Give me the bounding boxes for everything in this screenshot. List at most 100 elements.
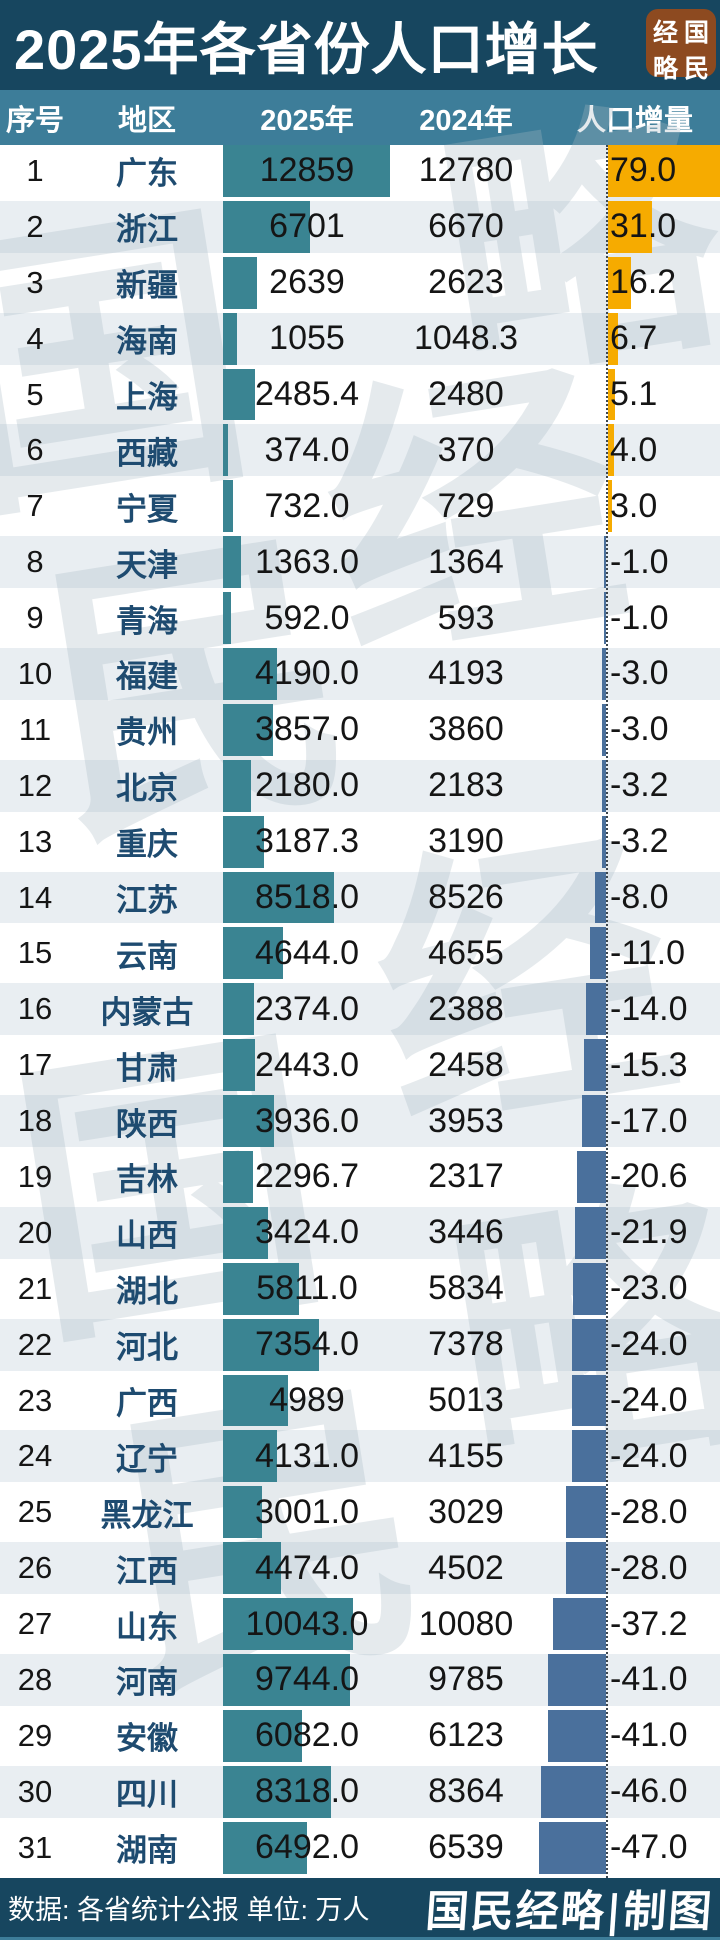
increment-negative-bar (601, 648, 606, 700)
province-name: 湖北 (116, 1274, 178, 1310)
increment-positive-bar (608, 200, 652, 253)
population-2025-bar (223, 424, 228, 477)
row-index: 11 (18, 711, 52, 747)
row-index: 15 (17, 935, 53, 971)
increment-value: -21.9 (610, 1213, 688, 1252)
table-row: 16 内蒙古 2374.0 2388 -14.0 (0, 983, 720, 1036)
increment-value: 79.0 (610, 151, 677, 190)
row-index: 7 (26, 488, 44, 524)
value-2025: 4474.0 (255, 1548, 359, 1587)
province-name: 海南 (116, 324, 178, 360)
table-row: 23 广西 4989 5013 -24.0 (0, 1374, 720, 1427)
row-index: 19 (17, 1158, 53, 1194)
value-2024: 9785 (428, 1660, 504, 1699)
row-index: 31 (17, 1829, 53, 1865)
table-row: 15 云南 4644.0 4655 -11.0 (0, 927, 720, 980)
province-name: 黑龙江 (100, 1497, 194, 1533)
row-index: 26 (17, 1550, 53, 1586)
increment-negative-bar (576, 1151, 606, 1203)
increment-value: 5.1 (610, 375, 658, 413)
credit-text: 国民经略|制图 (424, 1886, 716, 1937)
value-2024: 3953 (428, 1101, 504, 1140)
logo-char: 民 (683, 54, 709, 83)
value-2024: 6123 (428, 1716, 504, 1755)
increment-value: -46.0 (610, 1772, 688, 1811)
value-2024: 370 (437, 430, 495, 469)
province-name: 江苏 (116, 883, 178, 919)
value-2025: 4131.0 (255, 1436, 359, 1475)
column-header-no: 序号 (5, 104, 64, 137)
increment-negative-bar (547, 1654, 606, 1706)
province-name: 云南 (116, 938, 178, 974)
population-2025-bar (223, 536, 241, 589)
population-2025-bar (223, 1821, 308, 1874)
increment-value: -24.0 (610, 1436, 688, 1475)
title-bar: 2025年各省份人口增长 经 国 略 民 (0, 0, 720, 90)
increment-value: -3.0 (610, 654, 669, 693)
increment-positive-bar (608, 480, 613, 533)
population-2025-bar (223, 1206, 268, 1259)
increment-positive-bar (608, 145, 720, 197)
value-2024: 1364 (428, 542, 504, 581)
increment-negative-bar (603, 592, 606, 645)
value-2024: 6670 (428, 207, 504, 246)
table-row: 12 北京 2180.0 2183 -3.2 (0, 759, 720, 812)
increment-negative-bar (586, 983, 606, 1036)
province-name: 安徽 (116, 1721, 178, 1757)
value-2024: 3860 (428, 710, 504, 749)
table-row: 5 上海 2485.4 2480 5.1 (0, 368, 720, 421)
increment-negative-bar (553, 1598, 606, 1651)
increment-value: -24.0 (610, 1381, 688, 1420)
increment-value: 31.0 (610, 207, 677, 246)
value-2025: 3001.0 (255, 1492, 359, 1531)
increment-value: 4.0 (610, 430, 658, 469)
increment-value: -8.0 (610, 878, 669, 917)
population-2025-bar (223, 759, 252, 812)
increment-negative-bar (540, 1765, 606, 1818)
row-index: 2 (26, 208, 44, 244)
value-2025: 9744.0 (255, 1660, 359, 1699)
row-index: 29 (17, 1717, 53, 1753)
increment-value: -24.0 (610, 1325, 688, 1364)
value-2025: 8318.0 (255, 1772, 359, 1811)
increment-negative-bar (572, 1374, 606, 1427)
province-name: 甘肃 (116, 1050, 178, 1086)
increment-negative-bar (594, 871, 606, 924)
increment-value: -37.2 (610, 1604, 688, 1643)
increment-negative-bar (603, 536, 606, 589)
value-2024: 2480 (428, 375, 504, 413)
logo-char: 经 (652, 18, 678, 47)
population-2025-bar (223, 1151, 253, 1203)
population-2025-bar (223, 1430, 277, 1483)
row-index: 5 (26, 376, 44, 412)
table-row: 14 江苏 8518.0 8526 -8.0 (0, 871, 720, 924)
province-name: 西藏 (116, 435, 178, 471)
column-header-increment: 人口增量 (576, 104, 693, 137)
value-2024: 3029 (428, 1492, 504, 1531)
table-row: 22 河北 7354.0 7378 -24.0 (0, 1318, 720, 1371)
increment-axis-line (606, 145, 608, 1878)
logo-char: 略 (652, 54, 678, 83)
increment-negative-bar (547, 1709, 606, 1762)
province-name: 四川 (116, 1777, 178, 1813)
table-row: 19 吉林 2296.7 2317 -20.6 (0, 1151, 720, 1203)
table-row: 10 福建 4190.0 4193 -3.0 (0, 648, 720, 700)
row-index: 16 (17, 991, 53, 1027)
row-index: 13 (17, 823, 53, 859)
population-2025-bar (223, 648, 278, 700)
increment-negative-bar (572, 1430, 606, 1483)
table-row: 6 西藏 374.0 370 4.0 (0, 424, 720, 477)
row-index: 17 (17, 1047, 53, 1083)
population-2025-bar (223, 927, 284, 980)
province-name: 新疆 (116, 268, 178, 304)
table-row: 2 浙江 6701 6670 31.0 (0, 200, 720, 253)
increment-value: -23.0 (610, 1269, 688, 1308)
value-2024: 2183 (428, 766, 504, 805)
value-2024: 2388 (428, 989, 504, 1028)
increment-negative-bar (581, 1095, 606, 1148)
value-2025: 2639 (269, 263, 345, 302)
row-index: 8 (26, 544, 44, 580)
table-row: 29 安徽 6082.0 6123 -41.0 (0, 1709, 720, 1762)
row-index: 6 (26, 432, 44, 468)
population-2025-bar (223, 815, 265, 868)
